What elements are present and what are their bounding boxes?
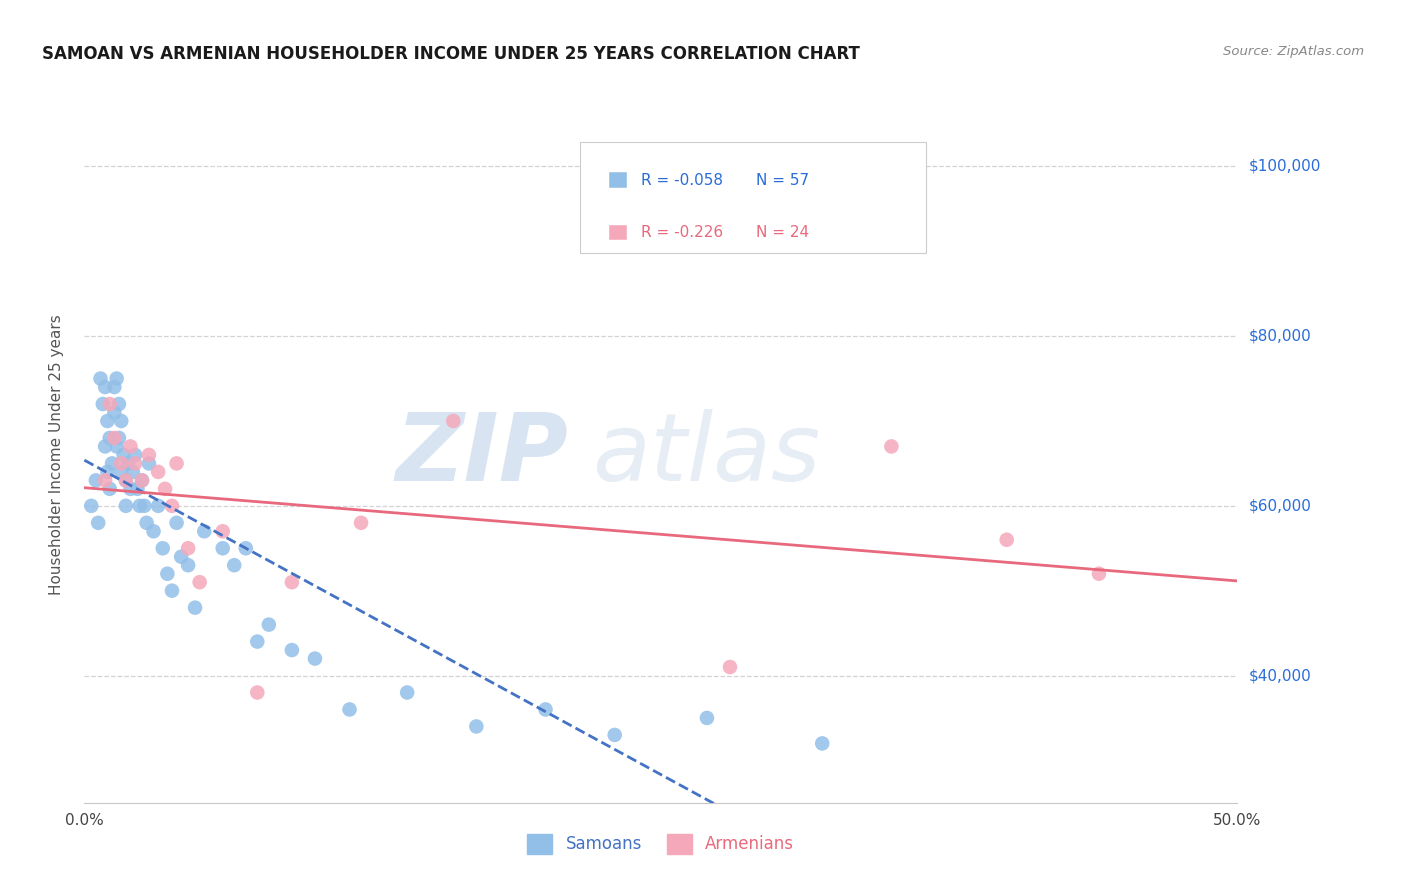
Point — [94, 474, 117, 488]
Text: Source: ZipAtlas.com: Source: ZipAtlas.com — [1223, 45, 1364, 58]
Point — [146, 499, 169, 513]
Text: ZIP: ZIP — [395, 409, 568, 501]
Point — [235, 541, 257, 556]
Point — [166, 457, 188, 471]
Point — [224, 558, 246, 573]
Point — [94, 380, 117, 394]
Point — [160, 583, 183, 598]
Point — [131, 474, 153, 488]
Point — [96, 465, 118, 479]
Point — [103, 431, 125, 445]
Point — [98, 482, 121, 496]
Point — [124, 457, 146, 471]
Point — [138, 448, 160, 462]
Point — [534, 702, 557, 716]
Point — [339, 702, 361, 716]
Point — [160, 499, 183, 513]
Point — [257, 617, 280, 632]
Point — [177, 558, 200, 573]
Point — [89, 371, 111, 385]
Point — [811, 736, 834, 750]
Point — [120, 439, 142, 453]
Point — [134, 499, 156, 513]
Point — [193, 524, 215, 539]
Point — [124, 448, 146, 462]
Point — [108, 431, 131, 445]
Point — [142, 524, 165, 539]
Point — [281, 575, 304, 590]
Point — [110, 457, 132, 471]
Point — [211, 524, 233, 539]
Text: $80,000: $80,000 — [1249, 328, 1312, 343]
Point — [146, 465, 169, 479]
Point — [80, 499, 103, 513]
Point — [98, 397, 121, 411]
Point — [718, 660, 741, 674]
Point — [304, 651, 326, 665]
Point — [96, 414, 118, 428]
Point — [110, 465, 132, 479]
Legend: Samoans, Armenians: Samoans, Armenians — [520, 827, 801, 861]
Point — [127, 482, 149, 496]
Text: $40,000: $40,000 — [1249, 668, 1312, 683]
Point — [153, 482, 176, 496]
Text: N = 57: N = 57 — [756, 172, 808, 187]
Point — [121, 465, 143, 479]
Point — [396, 685, 419, 699]
Point — [177, 541, 200, 556]
Point — [91, 397, 114, 411]
Point — [246, 685, 269, 699]
Point — [103, 405, 125, 419]
Point — [350, 516, 373, 530]
Point — [170, 549, 193, 564]
Point — [117, 457, 139, 471]
Point — [995, 533, 1018, 547]
Text: N = 24: N = 24 — [756, 225, 808, 240]
Point — [98, 431, 121, 445]
Point — [166, 516, 188, 530]
Text: atlas: atlas — [592, 409, 820, 500]
Point — [135, 516, 157, 530]
Point — [188, 575, 211, 590]
Point — [110, 414, 132, 428]
Point — [105, 371, 128, 385]
Point — [156, 566, 179, 581]
Point — [84, 474, 107, 488]
Text: R = -0.058: R = -0.058 — [641, 172, 723, 187]
Point — [115, 474, 138, 488]
Point — [101, 457, 124, 471]
Point — [281, 643, 304, 657]
Point — [108, 397, 131, 411]
Point — [115, 499, 138, 513]
Point — [103, 380, 125, 394]
Point — [128, 499, 150, 513]
Point — [112, 448, 135, 462]
FancyBboxPatch shape — [609, 172, 627, 187]
Point — [120, 482, 142, 496]
Text: R = -0.226: R = -0.226 — [641, 225, 723, 240]
Point — [184, 600, 207, 615]
Y-axis label: Householder Income Under 25 years: Householder Income Under 25 years — [49, 315, 63, 595]
Point — [105, 439, 128, 453]
Point — [1088, 566, 1111, 581]
Point — [696, 711, 718, 725]
Point — [131, 474, 153, 488]
Point — [115, 474, 138, 488]
Text: SAMOAN VS ARMENIAN HOUSEHOLDER INCOME UNDER 25 YEARS CORRELATION CHART: SAMOAN VS ARMENIAN HOUSEHOLDER INCOME UN… — [42, 45, 860, 62]
Point — [441, 414, 464, 428]
Point — [465, 719, 488, 733]
Point — [152, 541, 174, 556]
Text: $100,000: $100,000 — [1249, 159, 1320, 174]
Point — [211, 541, 233, 556]
FancyBboxPatch shape — [581, 142, 927, 253]
FancyBboxPatch shape — [609, 225, 627, 240]
Point — [138, 457, 160, 471]
Point — [246, 634, 269, 648]
Point — [603, 728, 626, 742]
Point — [94, 439, 117, 453]
Point — [880, 439, 903, 453]
Point — [87, 516, 110, 530]
Text: $60,000: $60,000 — [1249, 499, 1312, 513]
